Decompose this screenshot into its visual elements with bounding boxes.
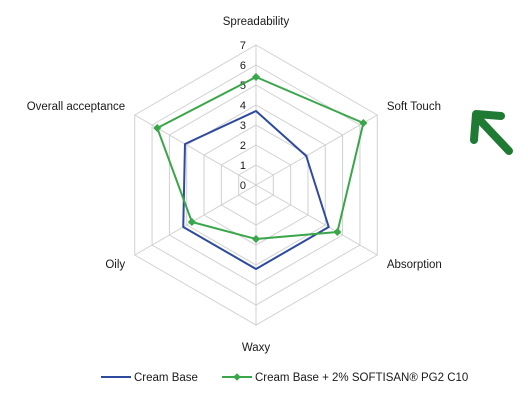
axis-label: Overall acceptance	[27, 101, 125, 113]
data-point	[251, 234, 261, 244]
tick-label: 2	[240, 140, 246, 152]
legend-label: Cream Base + 2% SOFTISAN® PG2 C10	[255, 372, 468, 384]
data-point	[333, 227, 342, 237]
legend-marker	[233, 373, 241, 381]
tick-label: 7	[240, 40, 246, 52]
legend-label: Cream Base	[134, 372, 198, 384]
axis-spoke	[134, 114, 257, 186]
axis-label: Soft Touch	[387, 101, 441, 113]
series-line	[182, 110, 330, 270]
series-line	[156, 76, 365, 240]
tick-label: 3	[240, 120, 246, 132]
axis-label: Oily	[105, 259, 125, 271]
tick-label: 6	[240, 60, 246, 72]
radar-grid	[134, 44, 378, 326]
data-point	[153, 123, 162, 133]
radial-tick-labels: 0 1 2 3 4 5 6 7	[240, 40, 246, 192]
axis-spoke	[255, 114, 378, 186]
data-point	[251, 72, 261, 82]
axis-label: Absorption	[387, 259, 442, 271]
tick-label: 0	[240, 180, 246, 192]
series-cream-base	[182, 110, 330, 270]
axis-spoke	[255, 184, 378, 256]
axis-labels: Spreadability Soft Touch Absorption Waxy Oil…	[27, 16, 442, 354]
arrow-up-left-icon	[470, 110, 513, 155]
annotation-arrow	[470, 110, 513, 155]
tick-label: 4	[240, 100, 246, 112]
legend-item-cream-base: Cream Base	[101, 372, 198, 384]
series-cream-base-softisan	[153, 72, 368, 244]
axis-spoke	[134, 184, 257, 256]
tick-label: 1	[240, 160, 246, 172]
series-layer	[153, 72, 368, 270]
axis-label: Waxy	[242, 342, 271, 354]
legend: Cream Base Cream Base + 2% SOFTISAN® PG2 …	[101, 372, 468, 384]
axis-label: Spreadability	[223, 16, 290, 28]
legend-item-cream-base-softisan: Cream Base + 2% SOFTISAN® PG2 C10	[222, 372, 468, 384]
data-point	[359, 118, 368, 128]
tick-label: 5	[240, 80, 246, 92]
data-point	[187, 217, 197, 227]
